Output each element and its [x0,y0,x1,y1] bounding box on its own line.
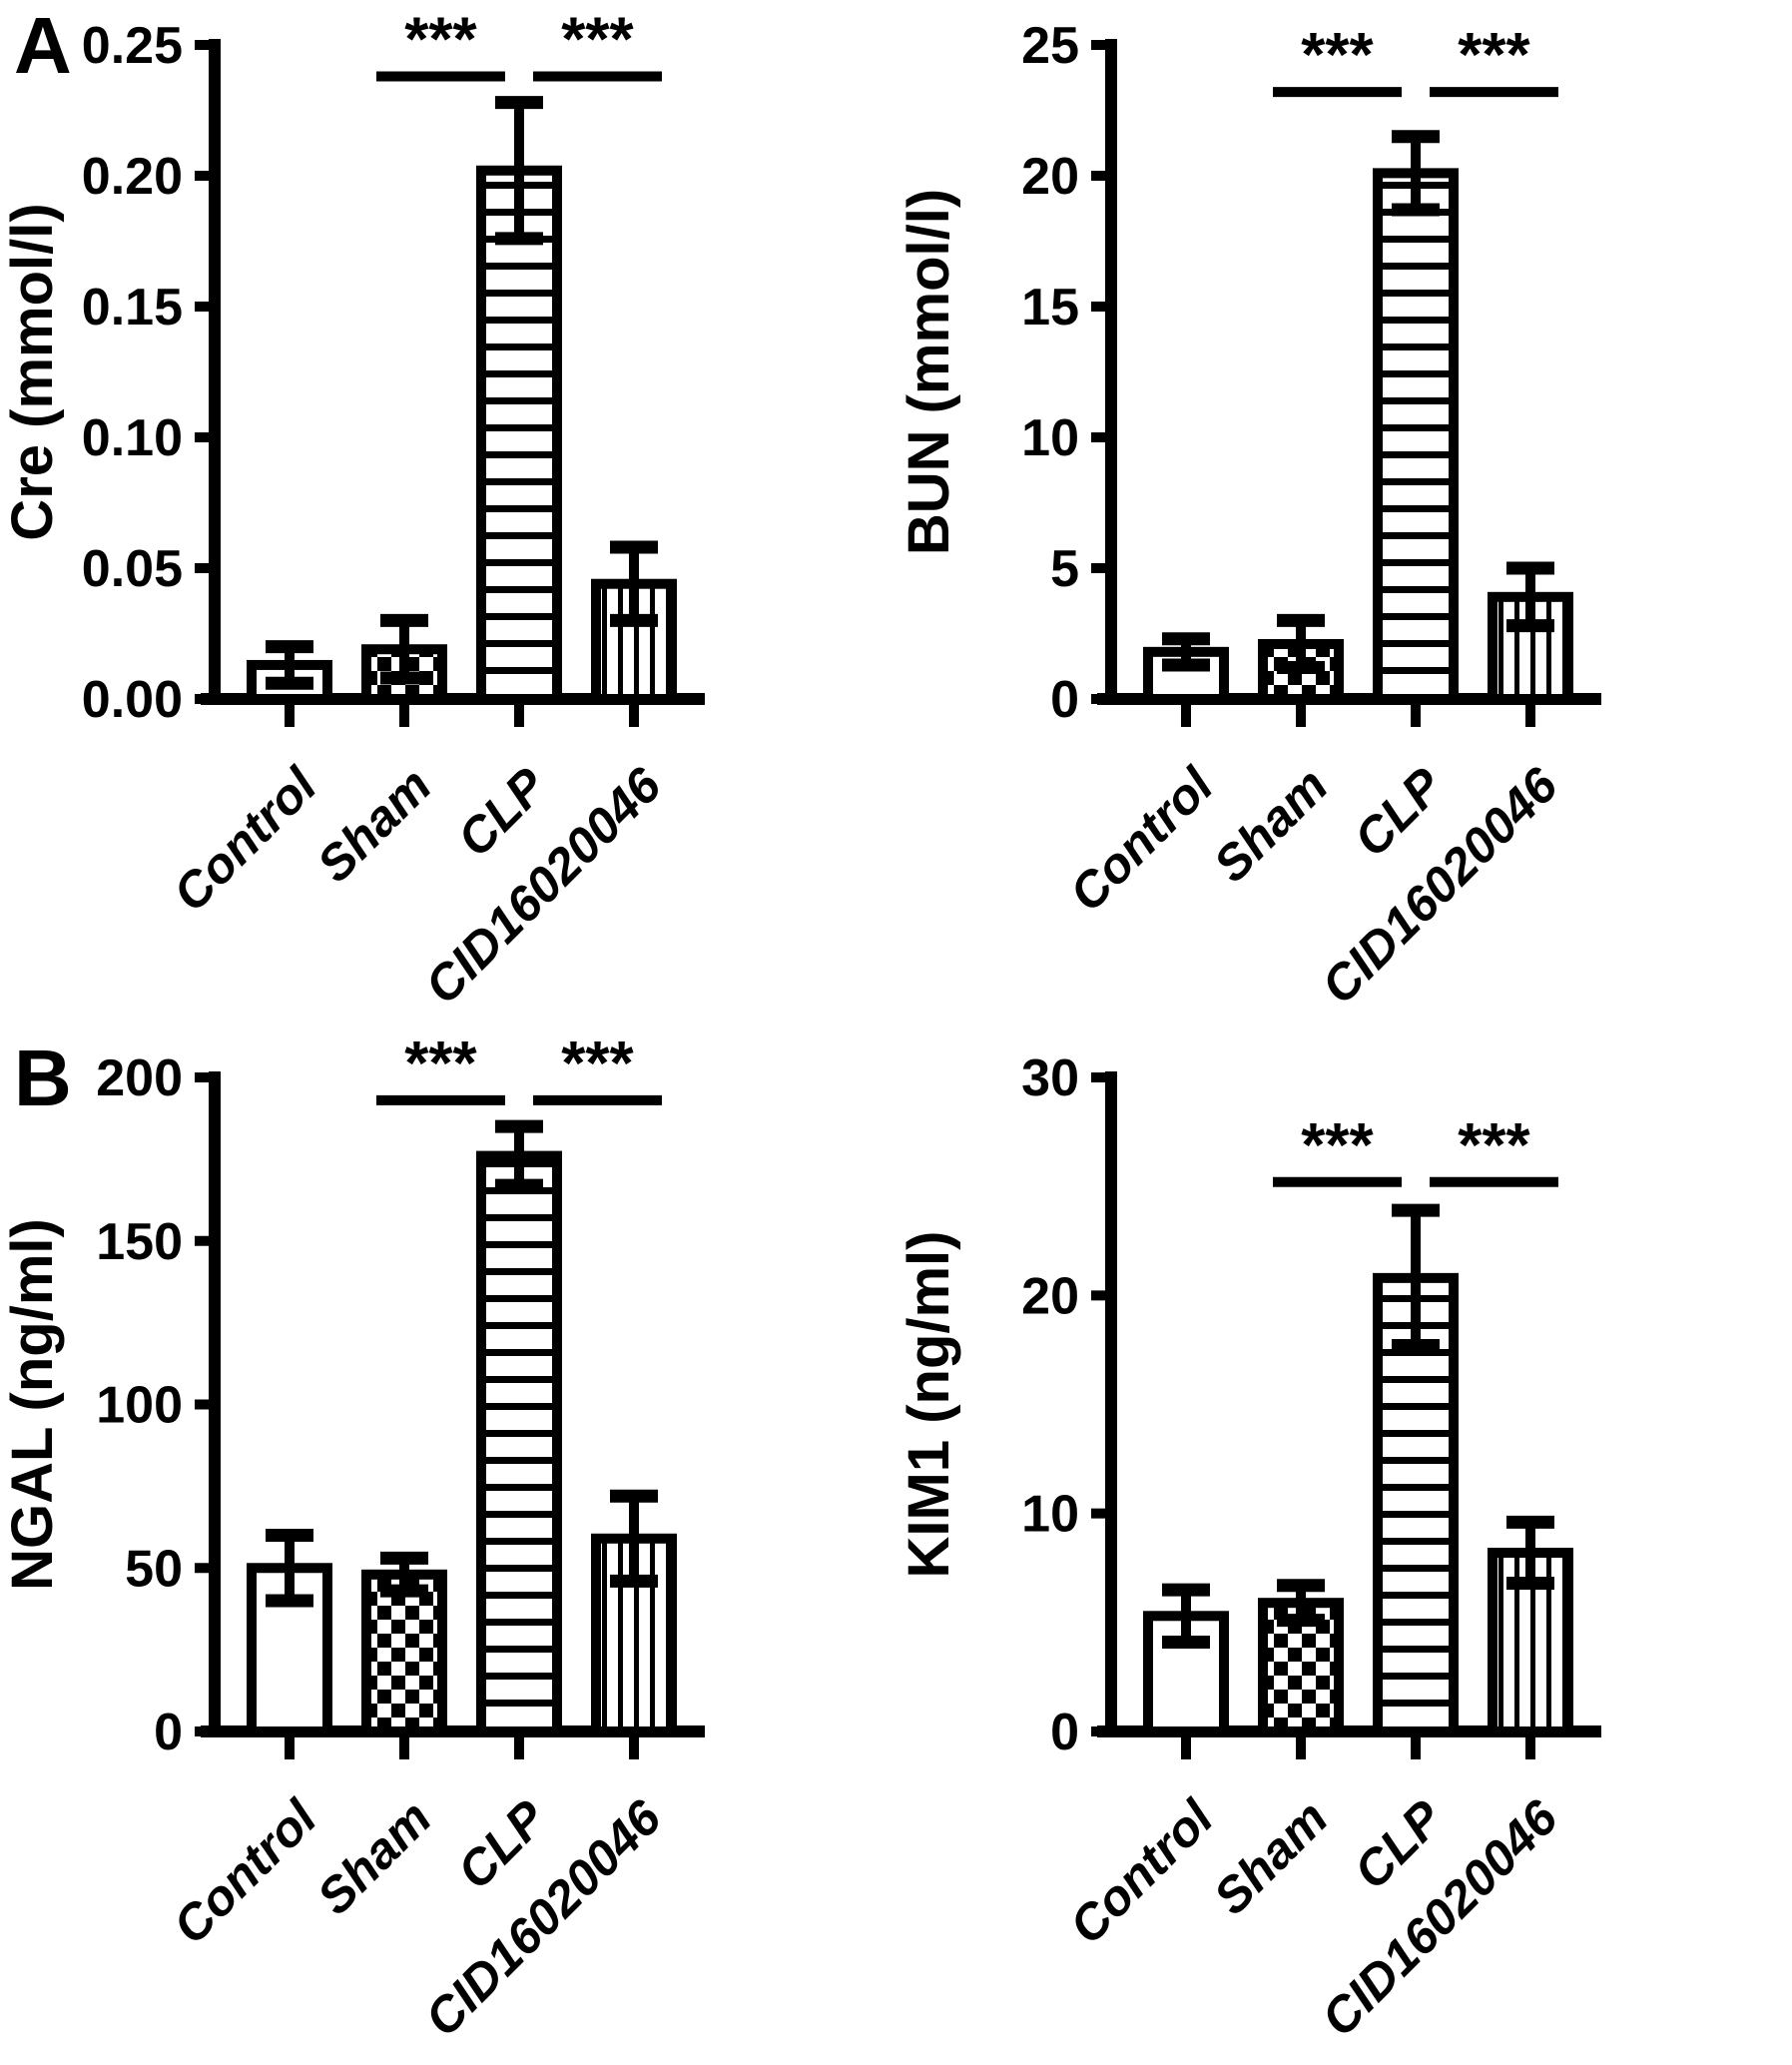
y-axis-title: Cre (mmol/l) [0,203,65,540]
y-tick-label: 0 [1050,1704,1079,1761]
sig-stars: *** [1458,1111,1530,1180]
error-bar-sham [380,613,428,685]
y-tick-label: 20 [1021,1267,1079,1325]
bar-clp [1373,1272,1459,1736]
y-tick-label: 10 [1021,409,1079,467]
bar-sham [361,1569,447,1736]
y-tick-label: 0.25 [82,17,183,75]
panel-label-b: B [14,1033,72,1122]
y-tick-label: 15 [1021,279,1079,337]
sig-stars: *** [561,5,634,74]
y-tick-label: 0.10 [82,409,183,467]
chart-cre: 0.00 0.05 0.10 0.15 0.20 0.25 Cre (mmol/l) Cont… [0,5,705,1015]
bar-clp [476,1150,562,1737]
error-bar-cid16020046 [610,1489,658,1588]
sig-stars: *** [404,5,477,74]
error-bar-control [1162,632,1210,672]
y-tick-label: 0.15 [82,279,183,337]
y-tick-label: 50 [125,1540,183,1598]
x-label-control: Control [163,756,328,922]
x-label-control: Control [163,1788,328,1954]
error-bar-clp [1392,130,1440,217]
sig-stars: *** [1301,1111,1374,1180]
error-bar-sham [1277,613,1325,675]
y-tick-label: 150 [96,1213,183,1271]
error-bar-cid16020046 [610,540,658,627]
y-tick-label: 0.05 [82,540,183,598]
y-tick-label: 30 [1021,1049,1079,1107]
error-bar-cid16020046 [1506,561,1554,633]
panel-label-a: A [14,1,72,90]
sig-stars: *** [1458,21,1530,90]
error-bar-control [266,1529,313,1608]
y-tick-label: 10 [1021,1486,1079,1544]
y-axis-title: NGAL (ng/ml) [0,1218,65,1591]
sig-stars: *** [561,1030,634,1098]
y-tick-label: 20 [1021,148,1079,206]
y-axis-title: KIM1 (ng/ml) [896,1231,961,1579]
y-tick-label: 0.20 [82,148,183,206]
x-label-sham: Sham [1203,757,1339,893]
y-tick-label: 25 [1021,17,1079,75]
y-tick-label: 0 [154,1704,183,1761]
error-bar-cid16020046 [1506,1515,1554,1591]
x-label-sham: Sham [306,757,442,893]
bar-control [1143,1611,1229,1736]
x-label-control: Control [1059,756,1225,922]
error-bar-control [1162,1583,1210,1649]
bar-clp [1373,168,1459,704]
error-bar-sham [1277,1579,1325,1628]
y-tick-label: 100 [96,1377,183,1435]
y-axis-title: BUN (mmol/l) [896,189,961,555]
bar-clp [476,165,562,704]
error-bar-clp [495,1119,543,1192]
y-tick-label: 0.00 [82,671,183,729]
x-label-control: Control [1059,1788,1225,1954]
y-tick-label: 200 [96,1049,183,1107]
sig-stars: *** [1301,21,1374,90]
y-tick-label: 0 [1050,671,1079,729]
error-bar-clp [495,96,543,246]
y-tick-label: 5 [1050,540,1079,598]
error-bar-control [266,640,313,690]
x-label-sham: Sham [1203,1789,1339,1925]
sig-stars: *** [404,1030,477,1098]
x-label-sham: Sham [306,1789,442,1925]
error-bar-clp [1392,1203,1440,1353]
error-bar-sham [380,1551,428,1598]
